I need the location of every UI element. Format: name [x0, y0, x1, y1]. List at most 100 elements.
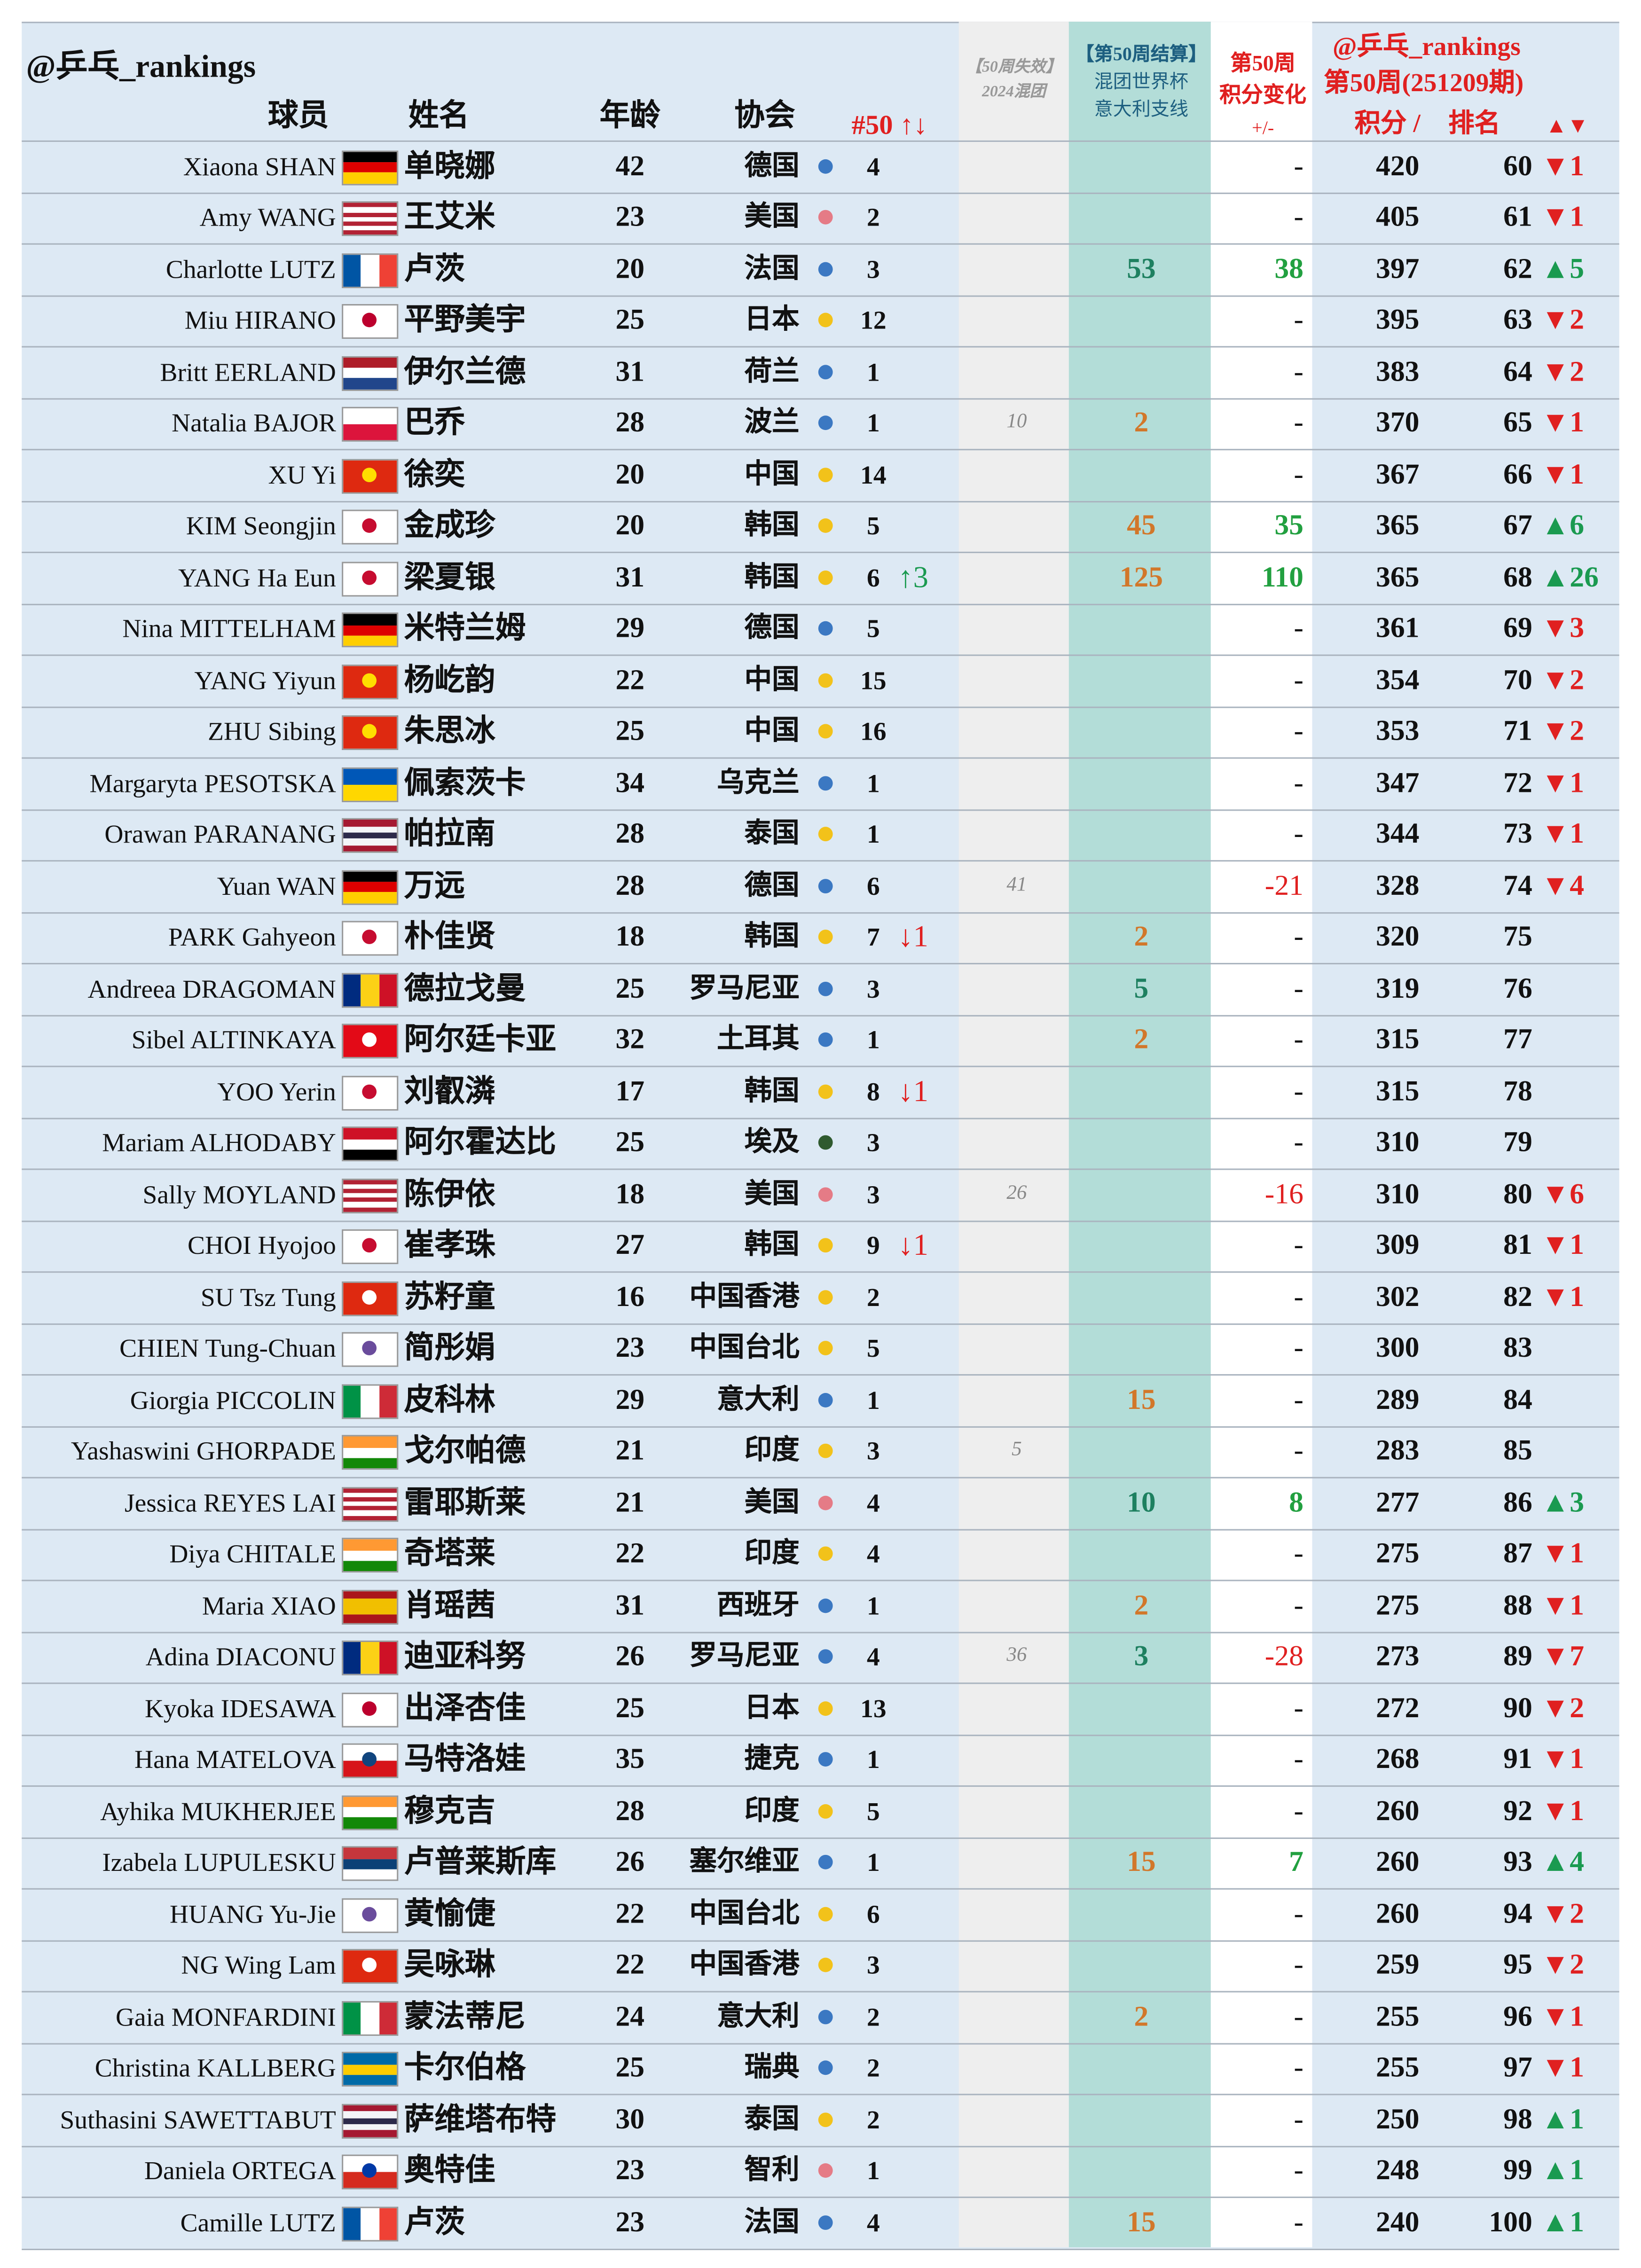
points-change: -	[1294, 1898, 1303, 1930]
chinese-name: 卡尔伯格	[404, 2050, 526, 2085]
week50-rank: 4	[867, 151, 880, 181]
association: 智利	[744, 2155, 800, 2186]
chinese-name: 卢普莱斯库	[404, 1844, 557, 1879]
association-dot	[818, 2163, 833, 2178]
col-header: 2024混团	[981, 83, 1046, 101]
flag	[342, 407, 399, 442]
rank-change: ▼4	[1541, 869, 1585, 902]
age: 16	[615, 1281, 645, 1313]
chinese-name: 万远	[404, 868, 465, 903]
points: 395	[1376, 304, 1420, 336]
points: 277	[1376, 1486, 1420, 1519]
row-line	[22, 1065, 1619, 1067]
age: 28	[615, 818, 645, 851]
player-name: Yashaswini GHORPADE	[71, 1437, 336, 1466]
week50-rank: 3	[867, 254, 880, 284]
points-change: -16	[1264, 1178, 1303, 1211]
flag	[342, 253, 399, 288]
flag	[342, 150, 399, 185]
points-change: 7	[1289, 1846, 1303, 1878]
points-change: -	[1294, 1744, 1303, 1776]
settle-points: 45	[1127, 510, 1156, 542]
age: 23	[615, 2155, 645, 2187]
age: 22	[615, 1949, 645, 1981]
flag-emblem	[361, 1958, 376, 1973]
chinese-name: 简彤娟	[404, 1330, 495, 1365]
points-change: -	[1294, 356, 1303, 388]
points-change: -	[1294, 2001, 1303, 2033]
row-line	[22, 1220, 1619, 1221]
points: 255	[1376, 2052, 1420, 2084]
rank: 81	[1503, 1229, 1532, 1262]
row-line	[22, 243, 1619, 245]
points-change: -	[1294, 1949, 1303, 1981]
rank-change: ▲6	[1541, 510, 1585, 542]
row-line	[22, 2094, 1619, 2096]
week50-rank: 1	[867, 357, 880, 386]
week50-rank: 4	[867, 1642, 880, 1672]
rank: 65	[1503, 407, 1532, 439]
rank: 70	[1503, 664, 1532, 696]
association-dot	[818, 2061, 833, 2075]
player-name: YOO Yerin	[217, 1077, 336, 1106]
rank: 100	[1489, 2206, 1532, 2238]
association-dot	[818, 1084, 833, 1099]
rank: 64	[1503, 356, 1532, 388]
association: 波兰	[744, 408, 800, 438]
age: 28	[615, 407, 645, 439]
player-name: Gaia MONFARDINI	[116, 2002, 336, 2032]
association-dot	[818, 1547, 833, 1562]
age: 34	[615, 767, 645, 799]
flag-emblem	[361, 1032, 376, 1048]
age: 18	[615, 921, 645, 954]
col-header: 排名	[1448, 109, 1501, 138]
player-name: CHOI Hyojoo	[188, 1231, 336, 1260]
flag-emblem	[361, 930, 376, 945]
age: 23	[615, 2206, 645, 2238]
flag	[342, 1178, 399, 1213]
flag	[342, 972, 399, 1008]
points-change: -	[1294, 2206, 1303, 2238]
flag	[342, 561, 399, 596]
col-header: 年龄	[599, 97, 660, 133]
week50-rank: 1	[867, 408, 880, 438]
points-change: -28	[1264, 1641, 1303, 1673]
points: 365	[1376, 510, 1420, 542]
age: 25	[615, 715, 645, 748]
week50-rank: 2	[867, 203, 880, 232]
player-name: Jessica REYES LAI	[125, 1488, 336, 1517]
points: 354	[1376, 664, 1420, 696]
flag	[342, 869, 399, 905]
rank-change: ▼2	[1541, 1898, 1585, 1930]
points-change: -	[1294, 1795, 1303, 1827]
association: 泰国	[744, 2104, 800, 2135]
row-line	[22, 1117, 1619, 1119]
points-change: -	[1294, 202, 1303, 234]
points-change: -	[1294, 1281, 1303, 1313]
week50-rank: 1	[867, 1745, 880, 1775]
row-line	[22, 551, 1619, 553]
association-dot	[818, 1444, 833, 1459]
points: 315	[1376, 1075, 1420, 1108]
association-dot	[818, 467, 833, 482]
association: 中国香港	[689, 1950, 800, 1981]
association: 印度	[744, 1539, 800, 1570]
association-dot	[818, 930, 833, 945]
points-change: -	[1294, 2155, 1303, 2187]
association-dot	[818, 1392, 833, 1408]
association: 中国台北	[689, 1333, 800, 1364]
chinese-name: 徐奕	[404, 456, 465, 492]
age: 26	[615, 1846, 645, 1878]
row-line	[22, 1425, 1619, 1427]
age: 20	[615, 253, 645, 285]
rank-change: ▼2	[1541, 664, 1585, 696]
row-line	[22, 449, 1619, 451]
col-header: 第50周	[1230, 53, 1296, 76]
association-dot	[818, 1238, 833, 1253]
association: 埃及	[744, 1127, 800, 1158]
association-dot	[818, 1701, 833, 1716]
row-line	[22, 1168, 1619, 1170]
col-header: 协会	[734, 97, 795, 133]
player-name: Miu HIRANO	[184, 305, 336, 335]
rank: 99	[1503, 2155, 1532, 2187]
